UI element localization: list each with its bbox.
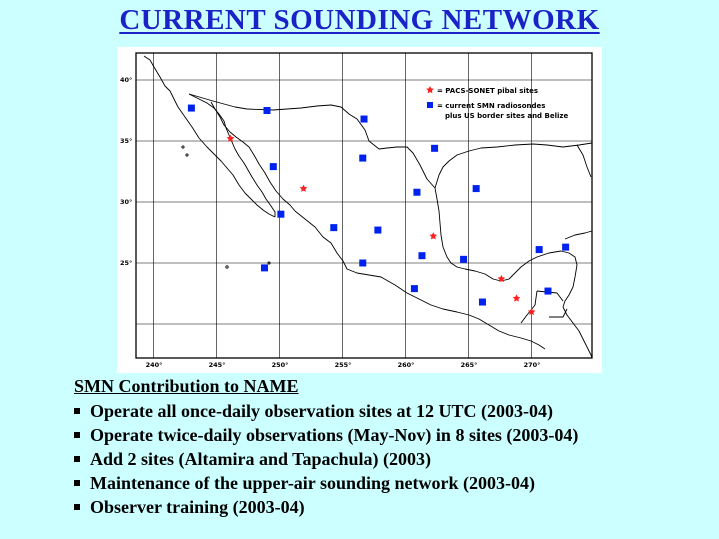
radiosonde-site-marker	[478, 298, 486, 306]
cuba-coast	[564, 230, 593, 240]
island	[185, 153, 189, 157]
radiosonde-sites	[187, 104, 570, 306]
sonora-coast	[210, 101, 296, 212]
radiosonde-site-marker	[359, 259, 367, 267]
latitude-label: 35°	[120, 137, 132, 145]
radiosonde-site-marker	[413, 188, 421, 196]
pibal-site-marker	[226, 134, 235, 142]
list-item: Maintenance of the upper-air sounding ne…	[74, 471, 578, 495]
legend-radiosonde-marker	[427, 102, 433, 108]
radiosonde-site-marker	[544, 287, 552, 295]
longitude-label: 245°	[209, 361, 226, 369]
pibal-site-marker	[512, 294, 521, 302]
list-item: Add 2 sites (Altamira and Tapachula) (20…	[74, 447, 578, 471]
legend-pibal-star-icon	[426, 86, 434, 94]
longitude-label: 255°	[335, 361, 352, 369]
yucatan-coast	[500, 250, 578, 308]
list-item: Operate twice-daily observations (May-No…	[74, 423, 578, 447]
longitude-label: 260°	[398, 361, 415, 369]
pibal-sites	[226, 134, 536, 315]
gulf-west-coast	[434, 187, 502, 282]
radiosonde-site-marker	[410, 285, 418, 293]
contribution-list: Operate all once-daily observation sites…	[74, 399, 578, 519]
bullet-square-icon	[74, 431, 80, 438]
radiosonde-site-marker	[431, 144, 439, 152]
radiosonde-site-marker	[374, 226, 382, 234]
baja-pacific-coast	[143, 55, 276, 218]
longitude-label: 240°	[146, 361, 163, 369]
land-outline	[143, 55, 593, 359]
latitude-label: 40°	[120, 76, 132, 84]
florida-coast	[576, 144, 592, 178]
central-america	[562, 306, 593, 359]
map-canvas: 45°40°35°30°25° 240°245°250°255°260°265°…	[120, 15, 593, 369]
sounding-network-map: 45°40°35°30°25° 240°245°250°255°260°265°…	[117, 15, 602, 373]
longitude-label: 250°	[272, 361, 289, 369]
radiosonde-site-marker	[562, 243, 570, 251]
list-item-text: Operate all once-daily observation sites…	[90, 401, 553, 421]
radiosonde-site-marker	[187, 104, 195, 112]
radiosonde-site-marker	[535, 246, 543, 254]
section-heading: SMN Contribution to NAME	[74, 376, 299, 396]
list-item-text: Add 2 sites (Altamira and Tapachula) (20…	[90, 449, 432, 469]
radiosonde-site-marker	[360, 115, 368, 123]
longitude-label: 265°	[461, 361, 478, 369]
pibal-site-marker	[527, 307, 536, 315]
latitude-labels: 45°40°35°30°25°	[120, 15, 132, 267]
radiosonde-site-marker	[472, 185, 480, 193]
radiosonde-site-marker	[418, 252, 426, 260]
legend-pibal-label: = PACS-SONET pibal sites	[437, 87, 538, 95]
texas-coast	[434, 142, 593, 189]
list-item-text: Operate twice-daily observations (May-No…	[90, 425, 579, 445]
bullet-square-icon	[74, 503, 80, 510]
bullet-square-icon	[74, 407, 80, 414]
us-mexico-border	[188, 93, 436, 189]
island	[181, 145, 185, 149]
list-item-text: Maintenance of the upper-air sounding ne…	[90, 473, 535, 493]
list-item: Observer training (2003-04)	[74, 495, 578, 519]
bullet-square-icon	[74, 479, 80, 486]
legend-radiosonde-label: = current SMN radiosondes	[437, 102, 545, 110]
island	[225, 265, 229, 269]
radiosonde-site-marker	[359, 154, 367, 162]
page-title: CURRENT SOUNDING NETWORK	[119, 4, 600, 36]
longitude-label: 270°	[524, 361, 541, 369]
longitude-labels: 240° 245° 250° 255° 260° 265° 270°	[146, 361, 541, 369]
radiosonde-site-marker	[277, 210, 285, 218]
radiosonde-site-marker	[460, 255, 468, 263]
latitude-label: 30°	[120, 198, 132, 206]
radiosonde-site-marker	[269, 163, 277, 171]
latitude-label: 25°	[120, 259, 132, 267]
list-item: Operate all once-daily observation sites…	[74, 399, 578, 423]
map-legend: = PACS-SONET pibal sites = current SMN r…	[426, 86, 568, 120]
list-item-text: Observer training (2003-04)	[90, 497, 305, 517]
legend-pibal-marker	[426, 86, 434, 94]
mexico-pacific-coast	[294, 210, 546, 350]
pibal-site-marker	[299, 184, 308, 192]
pibal-site-marker	[497, 274, 506, 283]
island	[267, 261, 271, 265]
radiosonde-site-marker	[263, 107, 271, 114]
radiosonde-site-marker	[260, 264, 268, 272]
legend-radiosonde-label-2: plus US border sites and Belize	[445, 112, 568, 120]
radiosonde-site-marker	[330, 224, 338, 232]
bullet-square-icon	[74, 455, 80, 462]
pibal-site-marker	[429, 232, 438, 240]
